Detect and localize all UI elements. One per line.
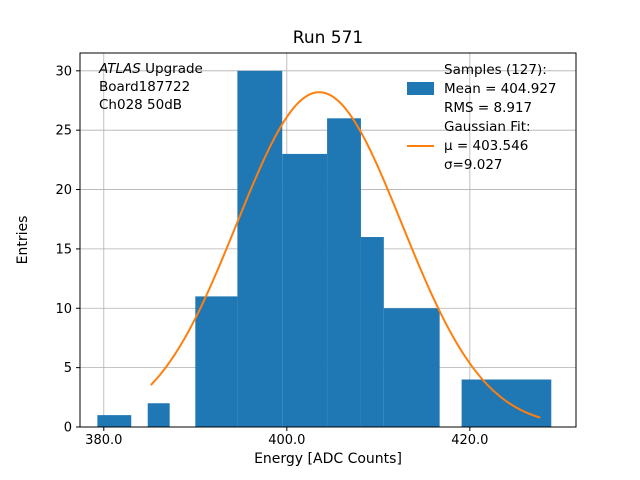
x-tick-label: 400.0: [268, 433, 305, 448]
legend-mean-row: Mean = 404.927: [407, 79, 557, 98]
legend-samples-header: Samples (127):: [444, 61, 547, 78]
annotation-line-channel: Ch028 50dB: [99, 97, 183, 113]
axes-frame: [79, 52, 577, 428]
histogram-bar: [327, 118, 361, 428]
y-axis-label: Entries: [15, 215, 31, 265]
legend: Samples (127): Mean = 404.927 RMS = 8.91…: [407, 60, 557, 174]
histogram-bar: [147, 403, 170, 427]
histogram-bar: [360, 237, 384, 427]
legend-rms-label: RMS = 8.917: [444, 99, 533, 116]
y-tick-label: 10: [55, 302, 72, 317]
annotation-line-board: Board187722: [99, 79, 191, 95]
histogram-bar: [383, 308, 440, 427]
legend-samples-header-row: Samples (127):: [407, 60, 557, 79]
y-tick-label: 20: [55, 183, 72, 198]
experiment-name: ATLAS: [99, 61, 141, 77]
x-axis-label: Energy [ADC Counts]: [254, 451, 402, 467]
x-tick-label: 380.0: [85, 433, 122, 448]
histogram-bar: [195, 296, 238, 427]
histogram-bar: [237, 70, 283, 428]
gaussian-line-swatch-icon: [407, 144, 434, 147]
annotation-block: ATLAS Upgrade Board187722 Ch028 50dB: [99, 60, 203, 114]
histogram-swatch-icon: [407, 82, 434, 95]
legend-mu-row: μ = 403.546: [407, 136, 557, 155]
histogram-bar: [97, 415, 132, 427]
y-tick-label: 15: [55, 242, 72, 257]
gaussian-fit-curve: [150, 91, 541, 419]
y-tick-label: 25: [55, 124, 72, 139]
experiment-suffix: Upgrade: [140, 61, 203, 77]
legend-mean-label: Mean = 404.927: [444, 80, 557, 97]
annotation-line-experiment: ATLAS Upgrade: [99, 60, 203, 78]
x-tick-label: 420.0: [451, 433, 488, 448]
legend-sigma-label: σ=9.027: [444, 156, 503, 173]
legend-mu-label: μ = 403.546: [444, 137, 529, 154]
legend-hist-handle: [407, 82, 437, 95]
legend-fit-header: Gaussian Fit:: [444, 118, 531, 135]
histogram-bar: [461, 379, 552, 427]
y-tick-label: 30: [55, 64, 72, 79]
y-tick-label: 0: [64, 421, 72, 436]
legend-rms-row: RMS = 8.917: [407, 98, 557, 117]
legend-fit-handle: [407, 144, 437, 147]
histogram-bar: [282, 153, 328, 427]
legend-sigma-row: σ=9.027: [407, 155, 557, 174]
legend-fit-header-row: Gaussian Fit:: [407, 117, 557, 136]
y-tick-label: 5: [64, 361, 72, 376]
chart-title: Run 571: [292, 28, 364, 48]
